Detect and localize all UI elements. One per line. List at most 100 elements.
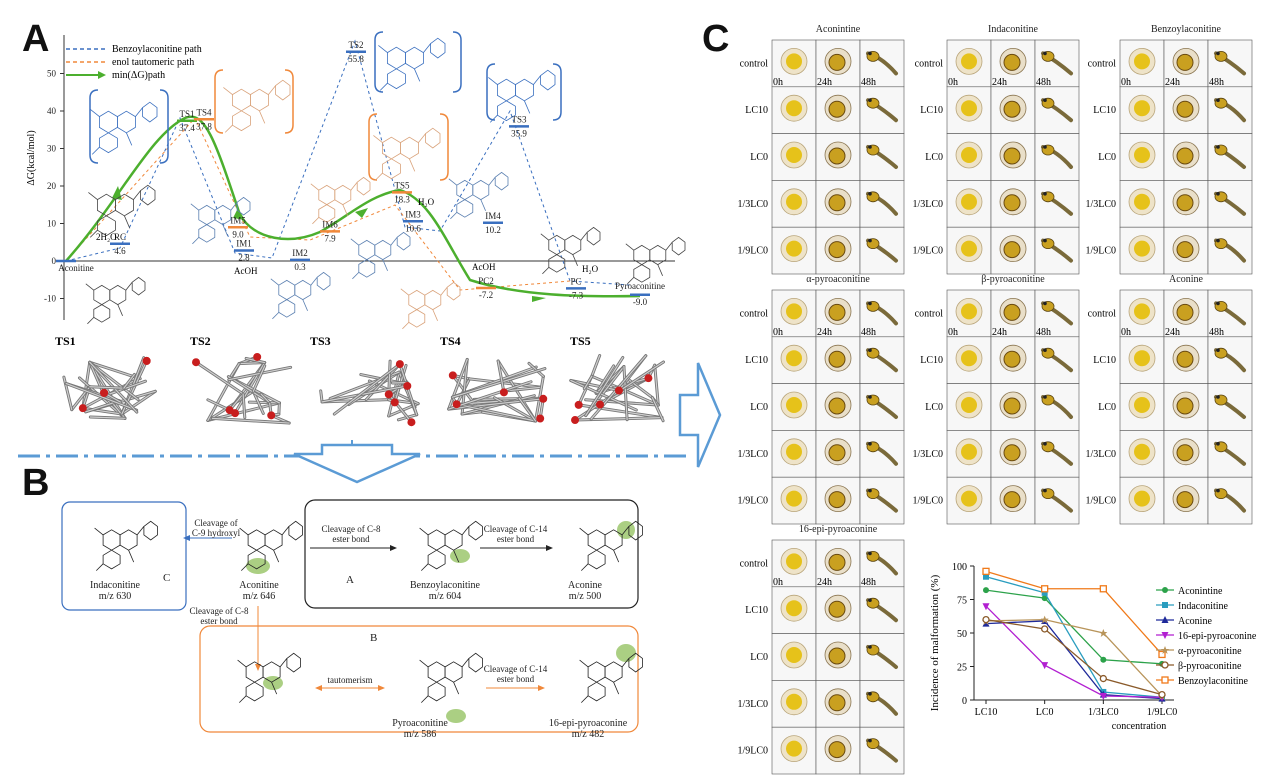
data-point (1042, 590, 1048, 596)
embryo-0h (1129, 48, 1155, 74)
time-label: 0h (948, 77, 958, 88)
grid-title: Indaconitine (947, 24, 1079, 35)
embryo-0h (781, 189, 807, 215)
row-label: 1/9LC0 (912, 246, 943, 257)
embryo-0h (781, 439, 807, 465)
row-label: 1/3LC0 (1085, 449, 1116, 460)
series-line (986, 590, 1162, 664)
legend-marker (1161, 646, 1169, 654)
chart-ytick: 0 (962, 696, 967, 707)
data-point (983, 620, 990, 627)
panel-letter-c: C (702, 18, 729, 61)
chart-xtick: LC10 (975, 707, 998, 718)
larva-48h (868, 53, 896, 73)
larva-48h (868, 100, 896, 120)
embryo-0h (956, 486, 982, 512)
embryo-24h (825, 642, 851, 668)
embryo-0h (1129, 95, 1155, 121)
embryo-24h (1173, 142, 1199, 168)
time-label: 0h (1121, 77, 1131, 88)
embryo-24h (1173, 439, 1199, 465)
data-point (1041, 662, 1048, 669)
embryo-24h (1000, 142, 1026, 168)
time-label: 48h (861, 77, 876, 88)
time-label: 24h (992, 327, 1007, 338)
time-label: 48h (1209, 77, 1224, 88)
larva-48h (1216, 491, 1244, 511)
larva-48h (1216, 100, 1244, 120)
larva-48h (868, 694, 896, 714)
series-line (986, 620, 1162, 695)
row-label: 1/9LC0 (737, 746, 768, 757)
embryo-24h (1173, 345, 1199, 371)
data-point (1100, 691, 1107, 698)
embryo-0h (956, 48, 982, 74)
embryo-24h (1000, 189, 1026, 215)
embryo-24h (1000, 48, 1026, 74)
larva-48h (1216, 147, 1244, 167)
embryo-0h (781, 142, 807, 168)
embryo-0h (956, 298, 982, 324)
embryo-0h (956, 189, 982, 215)
chart-xtick: 1/9LC0 (1147, 707, 1178, 718)
embryo-24h (1173, 95, 1199, 121)
embryo-24h (825, 189, 851, 215)
chart-xlabel: concentration (1112, 721, 1166, 732)
row-label: control (1088, 58, 1117, 69)
chart-ytick: 50 (957, 629, 967, 640)
embryo-0h (781, 392, 807, 418)
embryo-24h (1173, 486, 1199, 512)
embryo-24h (825, 236, 851, 262)
time-label: 48h (1036, 327, 1051, 338)
embryo-24h (825, 298, 851, 324)
embryo-0h (956, 142, 982, 168)
time-label: 24h (817, 577, 832, 588)
embryo-0h (956, 345, 982, 371)
embryo-24h (825, 548, 851, 574)
data-point (983, 617, 989, 623)
row-label: LC0 (925, 152, 943, 163)
embryo-24h (825, 48, 851, 74)
chart-xtick: 1/3LC0 (1088, 707, 1119, 718)
data-point (983, 603, 990, 610)
embryo-0h (1129, 189, 1155, 215)
time-label: 0h (773, 327, 783, 338)
series-line (986, 577, 1162, 698)
larva-48h (1043, 147, 1071, 167)
time-label: 24h (1165, 77, 1180, 88)
larva-48h (1043, 397, 1071, 417)
row-label: 1/3LC0 (1085, 199, 1116, 210)
legend-marker (1162, 587, 1168, 593)
embryo-0h (1129, 298, 1155, 324)
embryo-0h (781, 736, 807, 762)
row-label: 1/9LC0 (1085, 246, 1116, 257)
embryo-24h (825, 736, 851, 762)
data-point (1159, 694, 1166, 701)
embryo-24h (1000, 392, 1026, 418)
larva-48h (1216, 397, 1244, 417)
row-label: 1/3LC0 (912, 449, 943, 460)
data-point (1041, 617, 1048, 624)
row-label: LC0 (750, 402, 768, 413)
embryo-24h (825, 142, 851, 168)
data-point (983, 568, 989, 574)
larva-48h (1216, 350, 1244, 370)
time-label: 24h (817, 77, 832, 88)
embryo-0h (1129, 439, 1155, 465)
embryo-24h (825, 392, 851, 418)
chart-xtick: LC0 (1036, 707, 1054, 718)
larva-48h (1043, 194, 1071, 214)
row-label: control (915, 58, 944, 69)
embryo-24h (1000, 236, 1026, 262)
chart-ylabel: Incidence of malformation (%) (929, 574, 941, 711)
row-label: LC10 (745, 605, 768, 616)
embryo-0h (1129, 392, 1155, 418)
data-point (1159, 661, 1165, 667)
larva-48h (868, 444, 896, 464)
